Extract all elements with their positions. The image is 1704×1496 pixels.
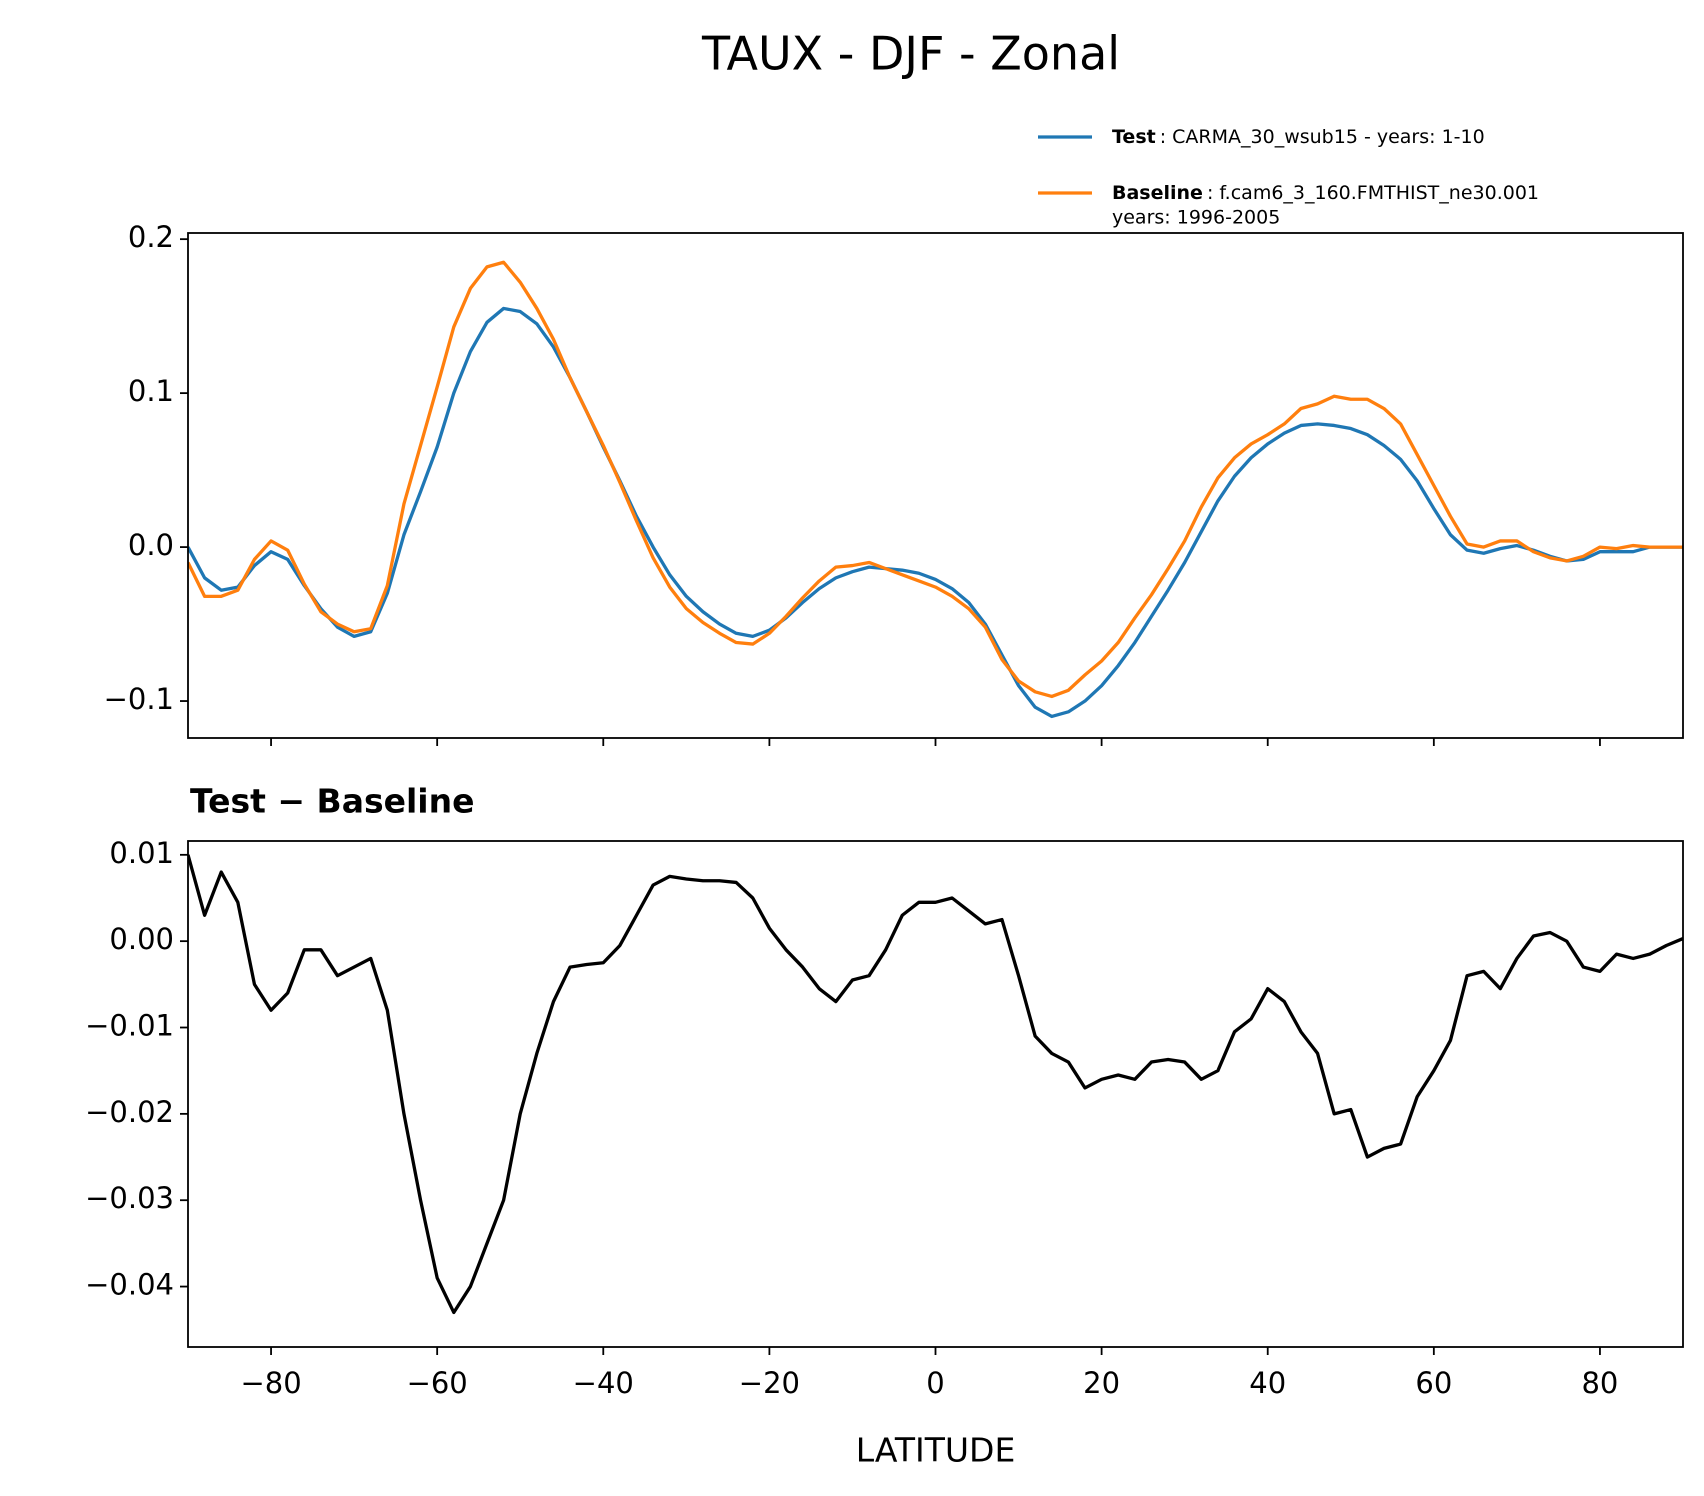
legend-name: Test	[1112, 126, 1156, 148]
subplot-title: Test − Baseline	[190, 782, 475, 821]
legend-name: Baseline	[1112, 182, 1203, 204]
legend-label: Test: CARMA_30_wsub15 - years: 1-10	[1112, 126, 1485, 148]
y-tick-label: −0.04	[85, 1268, 174, 1302]
series-line	[188, 306, 1683, 719]
y-tick-label: −0.02	[85, 1095, 174, 1129]
x-tick-label: −20	[739, 1366, 800, 1400]
y-tick-label: 0.0	[128, 528, 174, 562]
legend-text: : f.cam6_3_160.FMTHIST_ne30.001	[1207, 182, 1539, 204]
x-tick-label: −40	[573, 1366, 634, 1400]
x-tick-label: 0	[926, 1366, 944, 1400]
y-tick-label: 0.1	[128, 374, 174, 408]
x-tick-label: 80	[1581, 1366, 1618, 1400]
x-tick-label: −60	[407, 1366, 468, 1400]
y-tick-label: 0.01	[109, 836, 174, 870]
series-line	[188, 854, 1683, 1315]
y-tick-label: −0.01	[85, 1009, 174, 1043]
x-tick-label: 60	[1415, 1366, 1452, 1400]
y-tick-label: 0.2	[128, 220, 174, 254]
x-axis-label: LATITUDE	[856, 1431, 1016, 1470]
legend-text: : CARMA_30_wsub15 - years: 1-10	[1160, 126, 1485, 148]
legend-label: Baseline: f.cam6_3_160.FMTHIST_ne30.001	[1112, 182, 1539, 204]
y-tick-label: −0.1	[104, 682, 174, 716]
x-tick-label: 40	[1249, 1366, 1286, 1400]
y-tick-label: 0.00	[109, 922, 174, 956]
x-tick-label: −80	[240, 1366, 301, 1400]
x-tick-label: 20	[1083, 1366, 1120, 1400]
series-line	[188, 260, 1683, 699]
legend-text: years: 1996-2005	[1112, 207, 1280, 229]
figure-title: TAUX - DJF - Zonal	[701, 27, 1120, 81]
y-tick-label: −0.03	[85, 1181, 174, 1215]
